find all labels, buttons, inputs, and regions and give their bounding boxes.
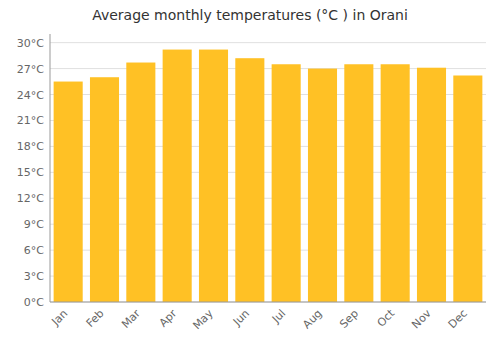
x-tick-label: Feb [84,307,107,330]
bar [163,50,192,302]
title: Average monthly temperatures (°C ) in Or… [92,7,408,23]
y-tick-label: 27°C [17,63,44,76]
x-tick-label: Nov [409,307,434,332]
x-tick-label: Apr [157,307,180,330]
x-tick-label: Jul [269,307,288,326]
y-tick-label: 24°C [17,89,44,102]
x-tick-label: Aug [300,307,324,331]
x-tick-label: Mar [119,307,143,331]
bar [126,63,155,302]
bar [308,69,337,302]
x-tick-label: Sep [337,307,361,331]
y-axis-line [50,34,51,302]
y-tick-label: 9°C [24,218,44,231]
bars [54,50,483,302]
y-tick-label: 3°C [24,270,44,283]
bar [453,75,482,302]
x-tick-label: Jan [48,307,70,329]
grid-line [50,302,486,303]
x-axis-line [50,302,486,303]
x-tick-label: May [190,307,216,333]
chart-container: Average monthly temperatures (°C ) in Or… [0,0,500,350]
grid-line [50,42,486,43]
chart-svg: Average monthly temperatures (°C ) in Or… [0,0,500,350]
bar [90,77,119,302]
bar [344,64,373,302]
bar [235,58,264,302]
y-tick-label: 15°C [17,166,44,179]
y-tick-label: 6°C [24,244,44,257]
y-tick-label: 18°C [17,140,44,153]
bar [417,68,446,302]
bar [272,64,301,302]
bar [381,64,410,302]
x-tick-label: Oct [375,306,398,329]
y-tick-label: 12°C [17,192,44,205]
y-tick-label: 21°C [17,114,44,127]
y-tick-label: 30°C [17,37,44,50]
y-tick-label: 0°C [24,296,44,309]
grid [50,43,486,302]
bar [54,82,83,302]
x-tick-label: Dec [446,307,470,331]
bar [199,50,228,302]
x-tick-label: Jun [230,307,252,329]
